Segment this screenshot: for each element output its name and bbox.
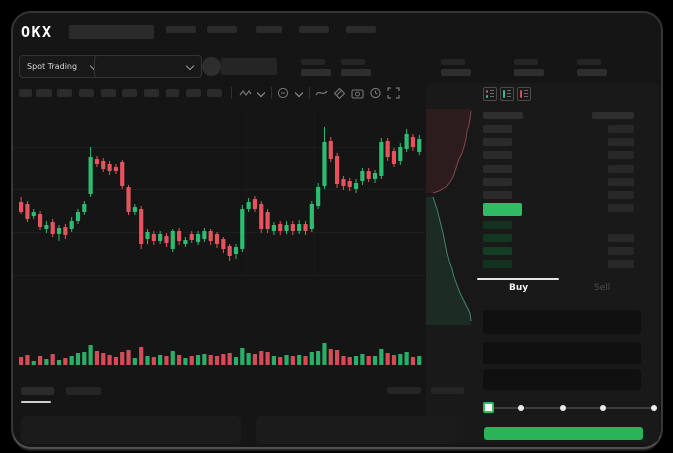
orderbook-price-header xyxy=(483,112,523,119)
ask-row-amount xyxy=(608,164,634,173)
ask-row-amount xyxy=(608,177,634,186)
price-input[interactable] xyxy=(483,310,641,334)
timeframe-button-10[interactable] xyxy=(207,89,222,97)
bottom-action-1[interactable] xyxy=(387,387,421,394)
orderbook-view-bids-icon[interactable] xyxy=(500,87,514,101)
nav-item-3[interactable] xyxy=(256,26,282,33)
orderbook-view-all-icon[interactable] xyxy=(483,87,497,101)
timeframe-button-7[interactable] xyxy=(144,89,159,97)
gridline xyxy=(246,109,247,275)
toolbar-divider xyxy=(231,87,232,99)
line-tools-icon[interactable] xyxy=(315,87,328,99)
timeframe-button-5[interactable] xyxy=(101,89,116,97)
nav-item-1[interactable] xyxy=(166,26,196,33)
slider-handle[interactable] xyxy=(483,402,494,413)
tab-buy[interactable]: Buy xyxy=(509,283,529,293)
market-type-label: Spot Trading xyxy=(27,62,78,71)
bottom-field-2[interactable] xyxy=(256,416,457,444)
amount-slider-track[interactable] xyxy=(489,407,654,409)
timeframe-button-8[interactable] xyxy=(166,89,179,97)
gridline xyxy=(13,275,425,276)
app-window: OKX Spot Trading xyxy=(11,11,663,449)
ask-row-price[interactable] xyxy=(483,191,512,199)
gridline xyxy=(13,189,425,190)
bid-row-price[interactable] xyxy=(483,247,512,255)
tab-sell[interactable]: Sell xyxy=(594,283,611,293)
last-price-bar[interactable] xyxy=(483,203,522,216)
nav-item-2[interactable] xyxy=(207,26,237,33)
ask-row-price[interactable] xyxy=(483,164,512,173)
nav-item-4[interactable] xyxy=(299,26,329,33)
indicators-icon[interactable] xyxy=(277,87,290,99)
toolbar-divider xyxy=(271,87,272,99)
bid-row-amount xyxy=(608,260,634,268)
nav-item-5[interactable] xyxy=(346,26,376,33)
ask-row-price[interactable] xyxy=(483,138,512,147)
ask-row-price[interactable] xyxy=(483,151,512,160)
pair-selector[interactable] xyxy=(94,55,202,78)
bid-row-amount xyxy=(608,247,634,255)
draw-tag-icon[interactable] xyxy=(333,87,346,99)
total-input[interactable] xyxy=(483,369,641,390)
orderbook-amount-header xyxy=(592,112,634,119)
bottom-action-2[interactable] xyxy=(431,387,464,394)
timeframe-button-1[interactable] xyxy=(19,89,32,97)
gridline xyxy=(13,232,425,233)
ask-row-amount xyxy=(608,125,634,133)
ask-row-price[interactable] xyxy=(483,177,512,186)
toolbar-divider xyxy=(309,87,310,99)
ask-row-price[interactable] xyxy=(483,125,512,133)
market-type-selector[interactable]: Spot Trading xyxy=(19,55,105,78)
candlestick-chart[interactable] xyxy=(13,13,661,447)
timeframe-button-6[interactable] xyxy=(122,89,137,97)
slider-step-dot[interactable] xyxy=(600,405,606,411)
timeframe-button-3[interactable] xyxy=(57,89,72,97)
gridline xyxy=(13,147,425,148)
bottom-tab-2[interactable] xyxy=(66,387,101,395)
ticker-placeholder xyxy=(69,25,154,39)
pair-avatar xyxy=(202,57,221,76)
bottom-field-1[interactable] xyxy=(21,416,241,444)
last-price-amount xyxy=(608,204,634,212)
camera-icon[interactable] xyxy=(351,87,364,99)
ask-row-amount xyxy=(608,191,634,199)
candle-style-icon[interactable] xyxy=(239,87,252,99)
clock-icon[interactable] xyxy=(369,87,382,99)
bottom-tab-underline xyxy=(21,401,51,403)
bid-row-price[interactable] xyxy=(483,234,512,242)
fullscreen-icon[interactable] xyxy=(387,87,400,99)
slider-step-dot[interactable] xyxy=(651,405,657,411)
timeframe-button-2[interactable] xyxy=(36,89,52,97)
slider-step-dot[interactable] xyxy=(560,405,566,411)
slider-step-dot[interactable] xyxy=(518,405,524,411)
bottom-tab-active[interactable] xyxy=(21,387,54,395)
bid-row-price[interactable] xyxy=(483,260,512,268)
bid-row-price[interactable] xyxy=(483,221,512,229)
buy-submit-button[interactable] xyxy=(484,427,643,440)
ask-row-amount xyxy=(608,151,634,160)
okx-logo[interactable]: OKX xyxy=(21,23,53,41)
buy-tab-indicator xyxy=(477,278,559,280)
timeframe-button-9[interactable] xyxy=(186,89,201,97)
gridline xyxy=(314,109,315,275)
bid-row-amount xyxy=(608,234,634,242)
ask-row-amount xyxy=(608,138,634,147)
timeframe-button-4[interactable] xyxy=(79,89,94,97)
amount-input[interactable] xyxy=(483,342,641,364)
depth-chart[interactable] xyxy=(426,109,481,325)
pair-name-placeholder xyxy=(221,58,277,75)
orderbook-view-asks-icon[interactable] xyxy=(517,87,531,101)
